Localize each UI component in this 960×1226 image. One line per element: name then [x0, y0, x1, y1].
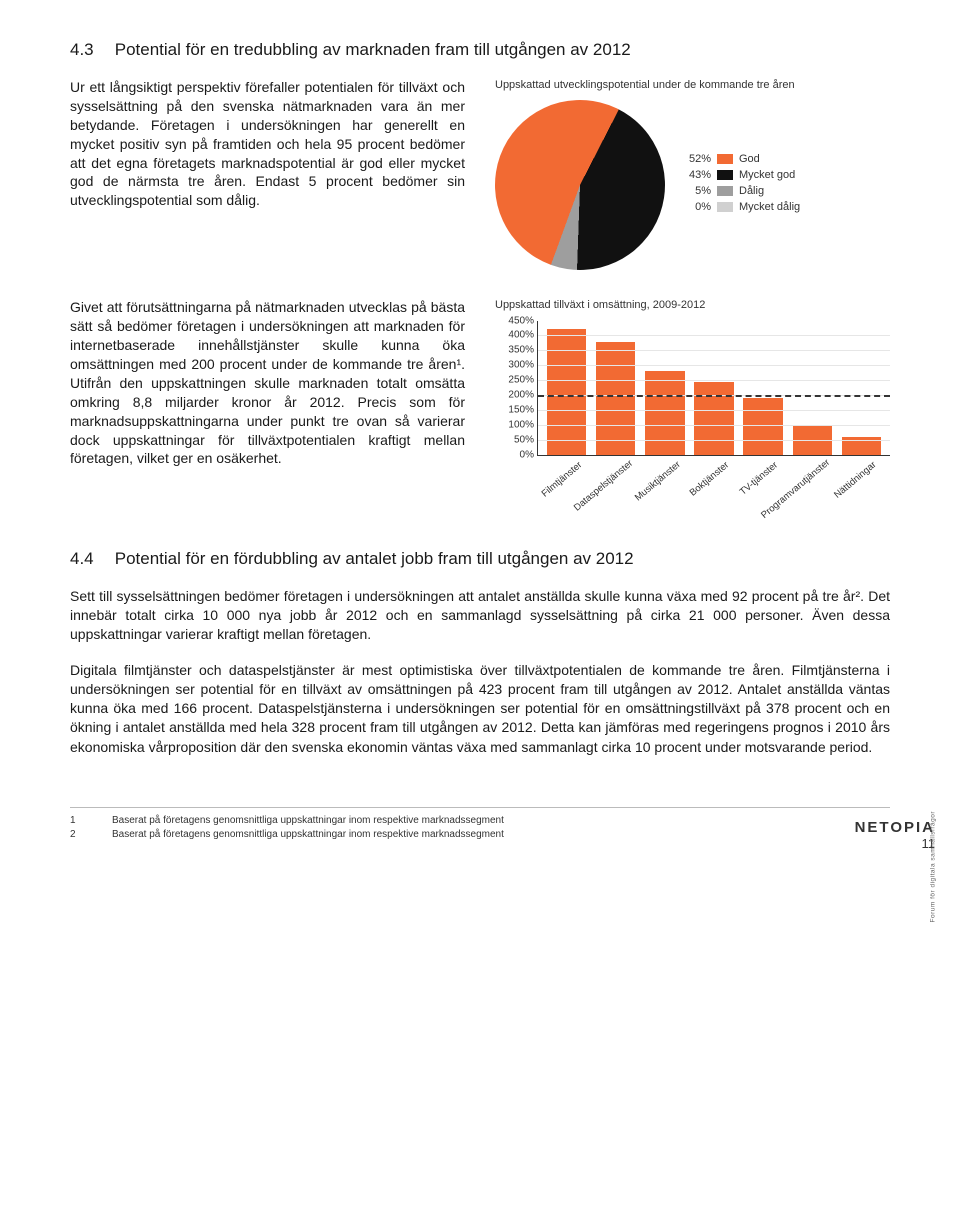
pie-chart: 52% God 43% Mycket god 5% Dålig 0% Mycket dålig	[495, 100, 890, 270]
legend-swatch	[717, 170, 733, 180]
footnote-number: 1	[70, 814, 82, 828]
bar	[547, 329, 586, 455]
y-tick: 400%	[496, 330, 534, 341]
block-4-3-b: Givet att förutsättningarna på nätmarkna…	[70, 298, 890, 520]
bar-label: TV-tjänster	[738, 459, 780, 497]
logo: NETOPIA	[855, 819, 935, 836]
y-tick: 200%	[496, 390, 534, 401]
legend-pct: 43%	[683, 169, 711, 181]
bar-column: Musiktjänster	[640, 321, 689, 455]
section-number: 4.4	[70, 549, 110, 569]
bar-column: Programvarutjänster	[788, 321, 837, 455]
section-4-3-heading: 4.3 Potential för en tredubbling av mark…	[70, 40, 890, 60]
section-number: 4.3	[70, 40, 110, 60]
bar-chart-grid: FilmtjänsterDataspelstjänsterMusiktjänst…	[537, 321, 890, 456]
legend-pct: 5%	[683, 185, 711, 197]
bar-column: Filmtjänster	[542, 321, 591, 455]
y-tick: 450%	[496, 315, 534, 326]
page-footer: Forum för digitala samhällsfrågor NETOPI…	[855, 819, 935, 851]
pie-legend-item: 0% Mycket dålig	[683, 201, 800, 213]
bar-label: Musiktjänster	[633, 459, 683, 503]
legend-label: God	[739, 153, 760, 165]
section-title: Potential för en fördubbling av antalet …	[115, 549, 634, 568]
legend-label: Mycket dålig	[739, 201, 800, 213]
gridline	[538, 365, 890, 366]
bar-label: Filmtjänster	[539, 459, 584, 499]
footnote-number: 2	[70, 828, 82, 842]
bar-column: TV-tjänster	[739, 321, 788, 455]
bar	[596, 342, 635, 455]
legend-pct: 0%	[683, 201, 711, 213]
pie-legend: 52% God 43% Mycket god 5% Dålig 0% Mycket dålig	[683, 153, 800, 217]
pie-legend-item: 43% Mycket god	[683, 169, 800, 181]
gridline	[538, 335, 890, 336]
bar-chart-bars: FilmtjänsterDataspelstjänsterMusiktjänst…	[538, 321, 890, 455]
legend-label: Dålig	[739, 185, 764, 197]
y-tick: 100%	[496, 419, 534, 430]
logo-subtitle: Forum för digitala samhällsfrågor	[930, 811, 937, 923]
block-4-3-a: Ur ett långsiktigt perspektiv förefaller…	[70, 78, 890, 270]
bar-column: Boktjänster	[689, 321, 738, 455]
para-4-3-2: Givet att förutsättningarna på nätmarkna…	[70, 298, 465, 468]
section-4-4-heading: 4.4 Potential för en fördubbling av anta…	[70, 549, 890, 569]
y-tick: 250%	[496, 375, 534, 386]
para-4-3-1: Ur ett långsiktigt perspektiv förefaller…	[70, 78, 465, 210]
pie-legend-item: 5% Dålig	[683, 185, 800, 197]
y-tick: 300%	[496, 360, 534, 371]
pie-chart-title: Uppskattad utvecklingspotential under de…	[495, 78, 890, 92]
pie-legend-item: 52% God	[683, 153, 800, 165]
bar-column: Nättidningar	[837, 321, 886, 455]
bar-chart: FilmtjänsterDataspelstjänsterMusiktjänst…	[495, 321, 890, 521]
legend-swatch	[717, 202, 733, 212]
y-tick: 0%	[496, 449, 534, 460]
gridline	[538, 350, 890, 351]
footnote-1: 1 Baserat på företagens genomsnittliga u…	[70, 814, 890, 828]
legend-swatch	[717, 186, 733, 196]
legend-label: Mycket god	[739, 169, 795, 181]
bar	[645, 371, 684, 454]
footnote-text: Baserat på företagens genomsnittliga upp…	[112, 828, 504, 842]
gridline	[538, 380, 890, 381]
bar-label: Boktjänster	[688, 459, 731, 498]
bar-label: Nättidningar	[833, 459, 879, 500]
legend-pct: 52%	[683, 153, 711, 165]
para-4-4-1: Sett till sysselsättningen bedömer föret…	[70, 587, 890, 645]
bar	[694, 382, 733, 455]
bar	[743, 398, 782, 455]
footnote-text: Baserat på företagens genomsnittliga upp…	[112, 814, 504, 828]
y-tick: 150%	[496, 404, 534, 415]
gridline	[538, 440, 890, 441]
pie-graphic	[471, 76, 689, 294]
footnote-2: 2 Baserat på företagens genomsnittliga u…	[70, 828, 890, 842]
y-tick: 50%	[496, 434, 534, 445]
footnotes: 1 Baserat på företagens genomsnittliga u…	[70, 807, 890, 841]
gridline	[538, 410, 890, 411]
legend-swatch	[717, 154, 733, 164]
y-tick: 350%	[496, 345, 534, 356]
reference-line	[538, 395, 890, 397]
para-4-4-2: Digitala filmtjänster och dataspelstjäns…	[70, 661, 890, 758]
gridline	[538, 425, 890, 426]
section-title: Potential för en tredubbling av marknade…	[115, 40, 631, 59]
page-number: 11	[855, 836, 935, 851]
bar-column: Dataspelstjänster	[591, 321, 640, 455]
bar-chart-title: Uppskattad tillväxt i omsättning, 2009-2…	[495, 298, 890, 312]
